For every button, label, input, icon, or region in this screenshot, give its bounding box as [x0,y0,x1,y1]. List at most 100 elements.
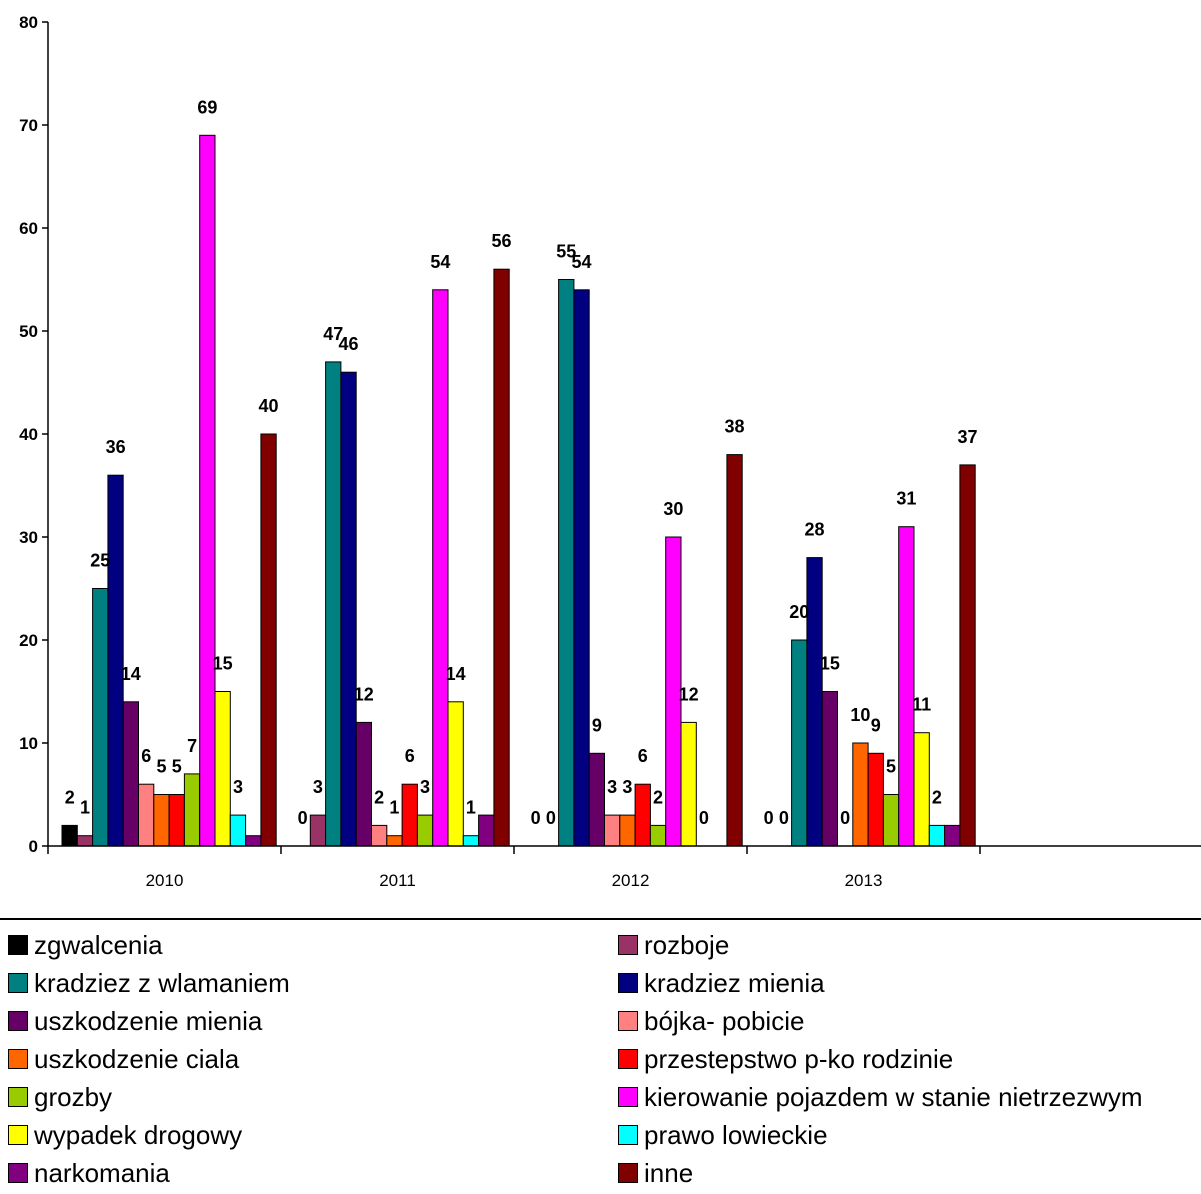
bar [245,835,262,847]
data-label: 6 [405,746,415,766]
bar [944,824,961,847]
bar [882,794,900,847]
legend-label: zgwalcenia [34,929,163,960]
data-label: 55 [556,242,576,262]
data-label: 1 [466,798,476,818]
legend-item: wypadek drogowy [8,1116,242,1154]
bar [462,835,480,847]
data-label: 0 [764,808,774,828]
bar [183,773,201,847]
bar [806,557,823,847]
data-label: 0 [531,808,541,828]
bar [309,814,327,847]
data-label: 1 [389,798,399,818]
bar [558,279,575,847]
legend-swatch [618,1087,638,1107]
data-label: 3 [233,777,243,797]
data-label: 38 [724,417,744,437]
legend-label: kierowanie pojazdem w stanie nietrzezwym [644,1081,1143,1112]
data-label: 69 [197,97,217,117]
bar [821,691,839,847]
data-label: 46 [338,334,358,354]
legend-label: bójka- pobicie [644,1005,805,1036]
data-label: 28 [804,520,824,540]
y-tick-label: 70 [19,116,38,135]
legend-label: uszkodzenie ciala [34,1043,240,1074]
legend-label: kradziez z wlamaniem [34,967,290,998]
bar [928,824,946,847]
bar [867,752,884,847]
data-label: 0 [546,808,556,828]
data-label: 1 [80,798,90,818]
data-label: 3 [313,777,323,797]
data-label: 47 [323,324,343,344]
legend-label: inne [644,1157,694,1188]
data-label: 9 [871,715,881,735]
data-label: 20 [789,602,809,622]
legend-swatch [618,1011,638,1031]
x-tick-label: 2011 [379,871,416,890]
bar [340,371,357,847]
x-tick-label: 2013 [845,871,883,890]
data-label: 9 [592,715,602,735]
bar [122,701,139,847]
legend-swatch [618,1049,638,1069]
data-label: 36 [106,437,126,457]
bar [153,794,170,847]
data-label: 56 [491,231,511,251]
bar [478,814,495,847]
legend-item: przestepstwo p-ko rodzinie [618,1040,953,1078]
data-label: 37 [957,427,977,447]
y-tick-label: 40 [19,425,38,444]
data-label: 54 [430,252,450,272]
legend-label: wypadek drogowy [34,1119,243,1150]
legend-swatch [618,1163,638,1183]
legend-swatch [618,935,638,955]
y-tick-label: 10 [19,734,38,753]
legend-swatch [618,973,638,993]
bar [355,721,373,847]
data-label: 10 [850,705,870,725]
bar [726,454,743,847]
bar [959,464,976,847]
legend-label: rozboje [644,929,730,960]
data-label: 2 [374,787,384,807]
legend-label: uszkodzenie mienia [34,1005,263,1036]
x-tick-label: 2010 [146,871,184,890]
y-tick-label: 60 [19,219,38,238]
y-tick-label: 0 [29,837,38,856]
bars-layer [61,134,976,847]
bar [325,361,342,847]
data-label: 30 [663,499,683,519]
bar [401,783,418,847]
bar [791,639,808,847]
bar [573,289,590,847]
bar [107,474,124,847]
legend-item: uszkodzenie ciala [8,1040,239,1078]
data-label: 12 [354,684,374,704]
data-label: 0 [298,808,308,828]
legend-label: narkomania [34,1157,170,1188]
legend-item: inne [618,1154,693,1192]
data-label: 0 [779,808,789,828]
data-label: 40 [258,396,278,416]
legend-label: kradziez mienia [644,967,825,998]
bar [229,814,247,847]
bar [649,824,667,847]
legend-item: kierowanie pojazdem w stanie nietrzezwym [618,1078,1143,1116]
bar [61,824,78,847]
legend-item: narkomania [8,1154,170,1192]
y-tick-label: 50 [19,322,38,341]
data-label: 0 [840,808,850,828]
bar [634,783,651,847]
data-label: 12 [679,684,699,704]
legend-label: grozby [34,1081,113,1112]
data-label: 2 [932,787,942,807]
legend-item: bójka- pobicie [618,1002,804,1040]
legend: zgwalcenia rozboje kradziez z wlamaniem kra… [0,918,1201,1194]
legend-item: grozby [8,1078,112,1116]
legend-item: zgwalcenia [8,926,163,964]
data-label: 31 [896,489,916,509]
